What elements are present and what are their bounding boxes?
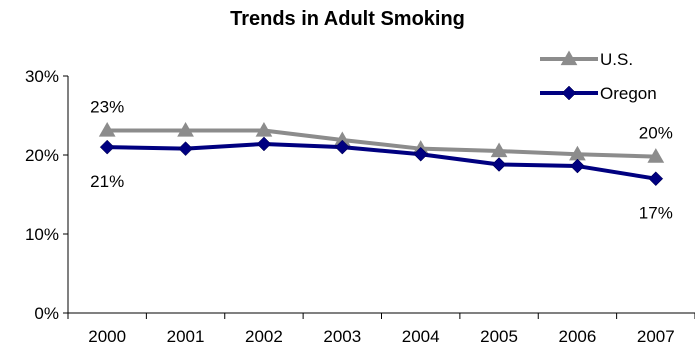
data-label: 23%: [90, 98, 124, 117]
x-tick-label: 2007: [637, 327, 675, 346]
x-tick-label: 2006: [559, 327, 597, 346]
data-point: [98, 122, 116, 137]
x-tick-label: 2003: [323, 327, 361, 346]
axes: 0% 10% 20% 30% 2000 2001 2002 2003 2004 2005 2006 2…: [25, 67, 695, 346]
data-point: [255, 122, 273, 137]
series-us: [98, 122, 665, 163]
chart-title: Trends in Adult Smoking: [230, 8, 465, 30]
y-tick-label: 20%: [25, 146, 59, 165]
x-tick-label: 2002: [245, 327, 283, 346]
legend-label: Oregon: [600, 84, 657, 103]
data-point: [334, 139, 350, 155]
data-label: 17%: [639, 204, 673, 223]
series-line: [107, 141, 657, 181]
data-point: [490, 142, 508, 158]
legend: U.S. Oregon: [540, 50, 657, 103]
x-tick-label: 2004: [402, 327, 440, 346]
data-point: [647, 148, 665, 163]
x-tick-label: 2001: [167, 327, 205, 346]
data-point: [491, 157, 507, 172]
data-point: [570, 158, 585, 174]
data-point: [413, 146, 429, 162]
legend-item-oregon: Oregon: [540, 84, 657, 103]
data-labels: 23% 20% 21% 17%: [90, 98, 673, 223]
series-line: [107, 128, 656, 159]
data-label: 21%: [90, 172, 124, 191]
data-point: [648, 171, 664, 187]
data-point: [99, 139, 115, 155]
x-tick-label: 2005: [480, 327, 518, 346]
data-point: [256, 136, 272, 152]
x-tick-label: 2000: [88, 327, 126, 346]
series-layer: [98, 122, 665, 187]
data-label: 20%: [639, 124, 673, 143]
legend-item-us: U.S.: [540, 50, 633, 69]
series-oregon: [99, 136, 664, 187]
legend-marker: [560, 50, 578, 66]
legend-label: U.S.: [600, 50, 633, 69]
y-tick-label: 30%: [25, 67, 59, 86]
y-tick-label: 0%: [34, 304, 59, 323]
data-point: [178, 141, 193, 157]
y-tick-label: 10%: [25, 225, 59, 244]
data-point: [177, 122, 194, 137]
legend-marker: [561, 85, 577, 101]
